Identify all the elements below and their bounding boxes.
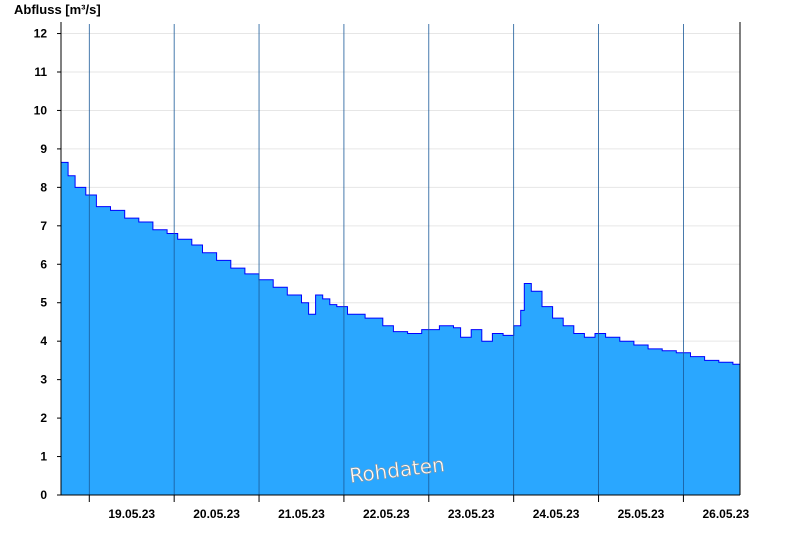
x-tick-labels: 19.05.23 20.05.23 21.05.23 22.05.23 23.05.23…: [88, 495, 750, 521]
series-line: [61, 161, 741, 367]
y-tick-label: 1: [40, 450, 47, 464]
x-tick-label: 24.05.23: [533, 507, 580, 521]
area-series: [61, 161, 741, 495]
day-divider-lines: [88, 24, 684, 495]
x-tick-label: 23.05.23: [448, 507, 495, 521]
y-tick-label: 7: [40, 219, 47, 233]
y-tick-label: 6: [40, 257, 47, 271]
y-tick-label: 9: [40, 142, 47, 156]
series-area-fill: [61, 162, 740, 495]
y-tick-label: 11: [34, 65, 47, 79]
y-tick-label: 4: [40, 334, 47, 348]
x-tick-label: 22.05.23: [363, 507, 410, 521]
x-tick-label: 19.05.23: [108, 507, 155, 521]
y-tick-label: 3: [40, 373, 47, 387]
x-tick-label: 21.05.23: [278, 507, 325, 521]
y-tick-label: 12: [34, 27, 48, 41]
x-tick-label: 20.05.23: [193, 507, 240, 521]
x-tick-label: 25.05.23: [618, 507, 665, 521]
y-tick-label: 2: [40, 411, 47, 425]
y-tick-label: 0: [40, 488, 47, 502]
y-tick-label: 8: [40, 180, 47, 194]
y-axis-label: Abfluss [m³/s]: [14, 2, 101, 17]
y-tick-label: 10: [34, 103, 48, 117]
y-tick-label: 5: [40, 296, 47, 310]
x-tick-label: 26.05.23: [702, 507, 749, 521]
